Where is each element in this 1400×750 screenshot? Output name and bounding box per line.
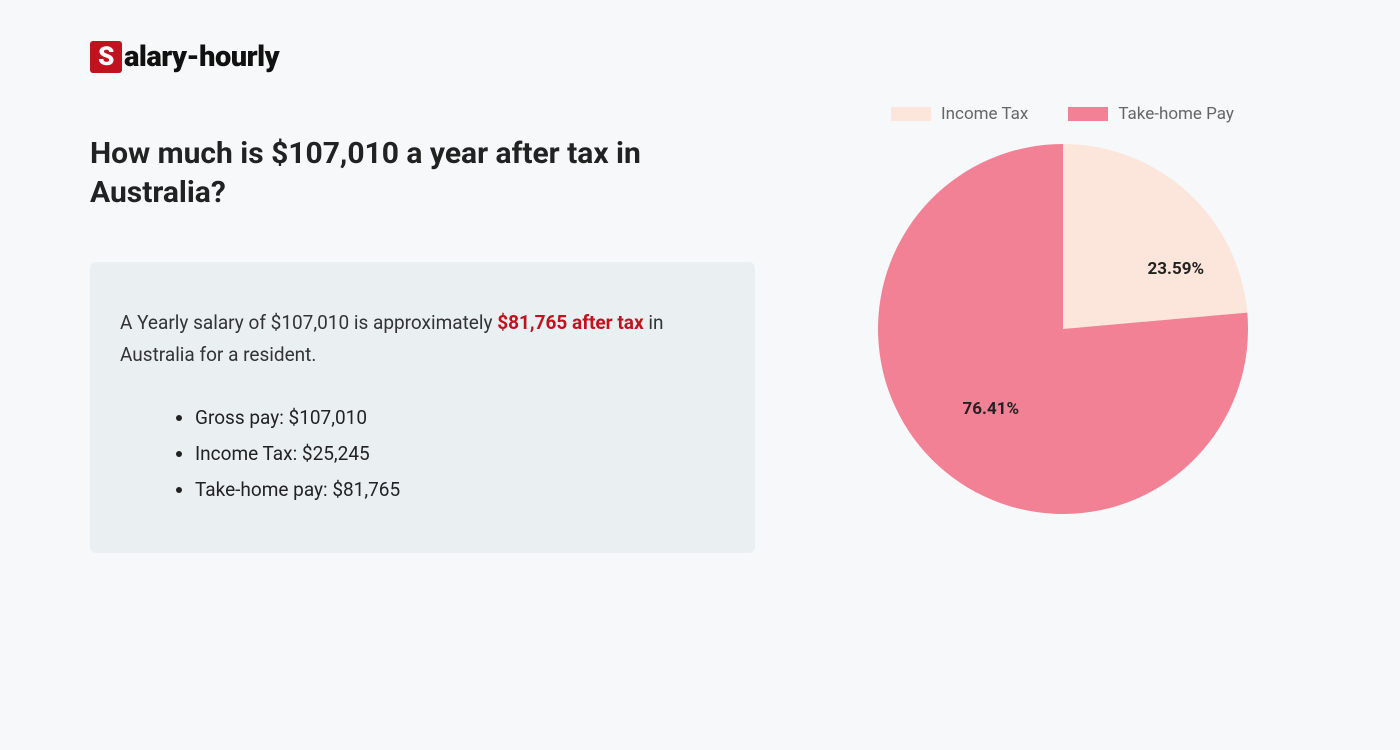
list-item: Take-home pay: $81,765	[195, 472, 725, 508]
logo-accent-letter: S	[90, 41, 122, 73]
legend-swatch	[891, 107, 931, 121]
legend-label: Income Tax	[941, 104, 1028, 124]
summary-sentence: A Yearly salary of $107,010 is approxima…	[120, 307, 725, 372]
legend-item-take-home: Take-home Pay	[1068, 104, 1234, 124]
legend-swatch	[1068, 107, 1108, 121]
summary-prefix: A Yearly salary of $107,010 is approxima…	[120, 311, 497, 334]
page-heading: How much is $107,010 a year after tax in…	[90, 134, 755, 212]
summary-card: A Yearly salary of $107,010 is approxima…	[90, 262, 755, 553]
pie-chart: 23.59% 76.41%	[878, 144, 1248, 514]
legend-label: Take-home Pay	[1118, 104, 1234, 124]
page-root: Salary-hourly How much is $107,010 a yea…	[0, 0, 1400, 750]
list-item: Income Tax: $25,245	[195, 436, 725, 472]
list-item: Gross pay: $107,010	[195, 400, 725, 436]
slice-label-income-tax: 23.59%	[1148, 259, 1205, 279]
pie-svg	[878, 144, 1248, 514]
summary-list: Gross pay: $107,010 Income Tax: $25,245 …	[120, 400, 725, 508]
site-logo: Salary-hourly	[90, 40, 1310, 74]
slice-label-take-home: 76.41%	[963, 399, 1020, 419]
summary-highlight: $81,765 after tax	[497, 311, 643, 334]
logo-text: alary-hourly	[124, 40, 279, 74]
content-row: How much is $107,010 a year after tax in…	[90, 134, 1310, 553]
legend-item-income-tax: Income Tax	[891, 104, 1028, 124]
right-column: Income Tax Take-home Pay 23.59% 76.41%	[815, 104, 1310, 514]
chart-legend: Income Tax Take-home Pay	[891, 104, 1234, 124]
left-column: How much is $107,010 a year after tax in…	[90, 134, 755, 553]
